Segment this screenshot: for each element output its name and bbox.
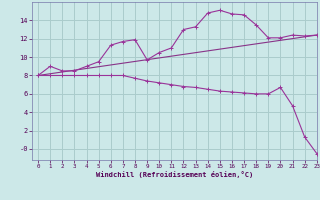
X-axis label: Windchill (Refroidissement éolien,°C): Windchill (Refroidissement éolien,°C) [96,171,253,178]
